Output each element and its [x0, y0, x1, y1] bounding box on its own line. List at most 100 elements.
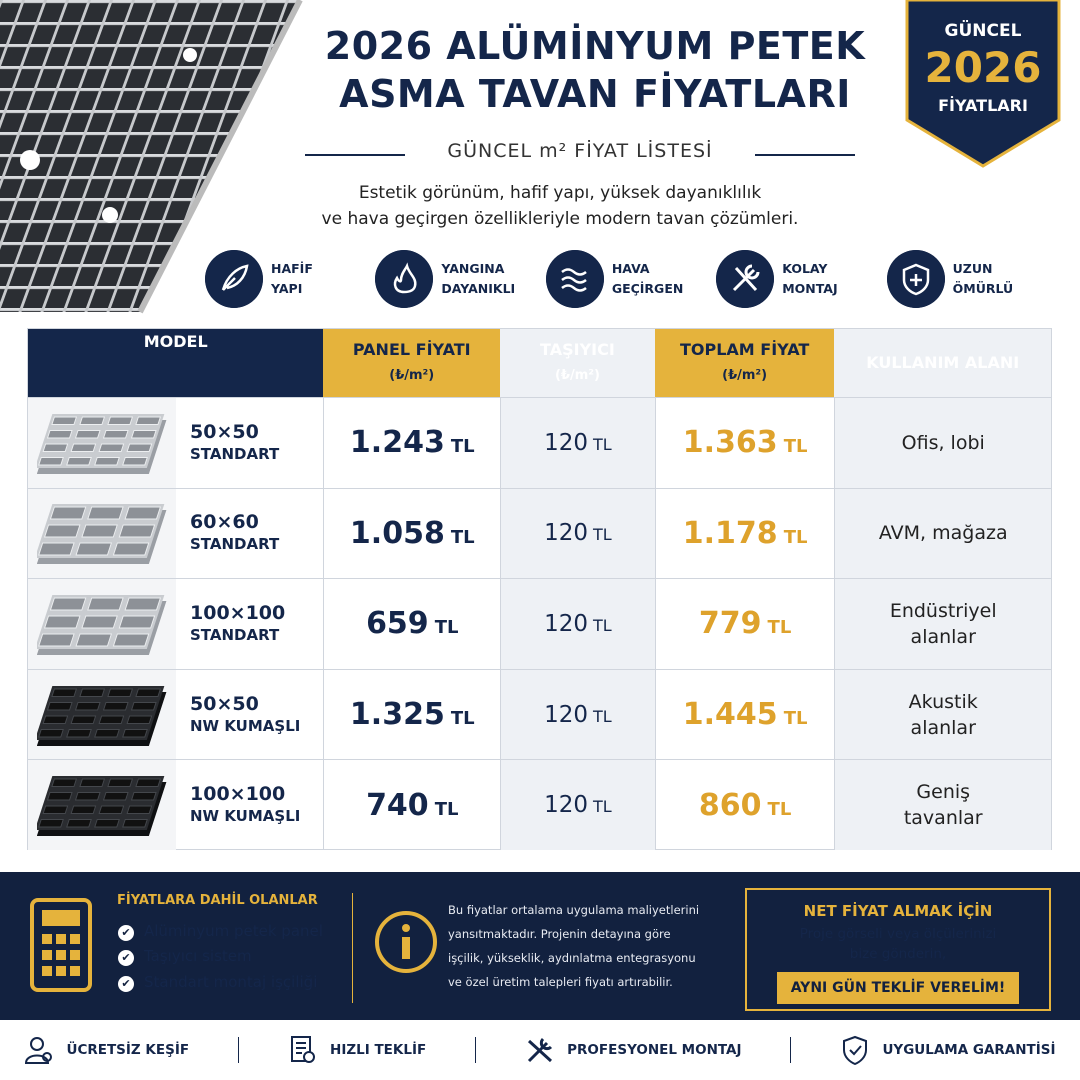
panel-price: 1.325 TL	[350, 697, 475, 732]
table-row: 60×60 STANDART 1.058 TL 120 TL 1.178 TL AVM, mağ…	[28, 487, 1052, 579]
feature: HAFİF YAPI	[205, 248, 353, 310]
header-title: MODEL	[143, 332, 208, 351]
feature: HAVA GEÇİRGEN	[545, 248, 694, 310]
note-line: ve özel üretim talepleri fiyatı artırabi…	[448, 975, 673, 989]
model-name: 100×100 NW KUMAŞLI	[190, 783, 300, 827]
model-cell: 60×60 STANDART	[28, 488, 323, 579]
usage-line: Akustik	[908, 690, 978, 713]
cta-line: Proje görseli veya ölçülerinizi	[799, 926, 997, 942]
panel-price-cell: 1.243 TL	[323, 398, 500, 488]
total-price: 1.445 TL	[683, 697, 808, 732]
panel-price: 1.058 TL	[350, 516, 475, 551]
panel-drawing	[37, 413, 167, 474]
carrier-price-cell: 120 TL	[500, 669, 655, 760]
total-price-unit: TL	[783, 436, 808, 458]
panel-image	[28, 488, 176, 579]
features: HAFİF YAPI YANGINA DAYANIKLI HAVA GEÇİRGEN KOL…	[205, 248, 1035, 310]
usage-line: alanlar	[910, 716, 976, 739]
panel-price-cell: 1.325 TL	[323, 669, 500, 760]
feature-line: YAPI	[271, 281, 303, 296]
total-price: 1.363 TL	[683, 425, 808, 460]
header-cell: KULLANIM ALANI	[834, 329, 1052, 397]
carrier-price-unit: TL	[593, 797, 612, 817]
total-price-amount: 1.445	[682, 697, 778, 733]
title: 2026 ALÜMİNYUM PETEK ASMA TAVAN FİYATLAR…	[300, 22, 890, 118]
model-size: 100×100	[190, 783, 286, 806]
panel-price: 1.243 TL	[350, 425, 475, 460]
model-cell: 100×100 STANDART	[28, 579, 323, 669]
usage-cell: Akustik alanlar	[834, 669, 1052, 760]
feature-text: HAVA GEÇİRGEN	[612, 259, 684, 299]
panel-price-unit: TL	[434, 798, 459, 820]
usage: Akustik alanlar	[909, 689, 978, 741]
usage-cell: AVM, mağaza	[834, 488, 1052, 579]
model-type: NW KUMAŞLI	[190, 716, 301, 735]
panel-price-cell: 659 TL	[323, 579, 500, 669]
model-type: STANDART	[190, 444, 280, 463]
panel-price-unit: TL	[450, 708, 475, 730]
title-line: 2026 ALÜMİNYUM PETEK	[324, 24, 866, 68]
service-label: HIZLI TEKLİF	[330, 1042, 427, 1058]
service-label: UYGULAMA GARANTİSİ	[882, 1042, 1056, 1058]
header-unit: (₺/m²)	[722, 368, 768, 383]
usage-line: Geniş	[916, 781, 971, 804]
feature-icon	[716, 250, 775, 308]
badge-bottom: FİYATLARI	[938, 96, 1028, 115]
note-line: yansıtmaktadır. Projenin detayına göre	[448, 927, 671, 941]
model-size: 50×50	[190, 692, 259, 715]
table-row: 50×50 NW KUMAŞLI 1.325 TL 120 TL 1.445 TL Akusti…	[28, 668, 1052, 760]
panel-image	[28, 398, 176, 488]
header-title: KULLANIM ALANI	[866, 353, 1020, 372]
feature-icon	[886, 250, 945, 308]
feature-line: YANGINA	[441, 261, 505, 276]
feature-icon	[545, 250, 604, 308]
feature: YANGINA DAYANIKLI	[375, 248, 523, 310]
carrier-price-cell: 120 TL	[500, 398, 655, 488]
calculator-icon	[30, 898, 92, 992]
total-price-cell: 1.445 TL	[654, 669, 835, 760]
header-title: TOPLAM FİYAT	[679, 340, 810, 359]
cta-line: bize gönderin,	[849, 946, 947, 962]
panel-image	[28, 579, 176, 669]
panel-image	[28, 760, 176, 850]
ceiling-photo	[0, 0, 303, 314]
service-icon	[291, 1036, 316, 1063]
carrier-price: 120 TL	[544, 520, 612, 546]
description: Estetik görünüm, hafif yapı, yüksek daya…	[240, 180, 880, 232]
usage: Geniş tavanlar	[904, 779, 983, 831]
carrier-price-amount: 120	[544, 701, 589, 728]
feature-line: GEÇİRGEN	[611, 281, 684, 296]
carrier-price-cell: 120 TL	[500, 579, 655, 669]
total-price-amount: 779	[698, 606, 762, 642]
panel-drawing	[37, 685, 167, 746]
header-cell: TAŞIYICI (₺/m²)	[500, 329, 655, 397]
feature-line: HAFİF	[271, 261, 313, 276]
panel-price-cell: 1.058 TL	[323, 488, 500, 579]
model-type: STANDART	[190, 625, 280, 644]
carrier-price-amount: 120	[544, 610, 589, 637]
model-size: 50×50	[190, 420, 259, 443]
feature-text: HAFİF YAPI	[271, 259, 313, 299]
usage-cell: Endüstriyel alanlar	[834, 579, 1052, 669]
included-item: Taşıyıcı sistem	[118, 947, 252, 966]
separator	[790, 1037, 792, 1063]
carrier-price: 120 TL	[544, 702, 612, 728]
carrier-price: 120 TL	[544, 611, 612, 637]
carrier-price-unit: TL	[593, 525, 612, 545]
panel-price-amount: 1.243	[349, 425, 445, 461]
total-price: 860 TL	[699, 788, 791, 823]
feature-icon	[205, 250, 263, 308]
total-price-unit: TL	[783, 526, 808, 548]
service: PROFESYONEL MONTAJ	[525, 1035, 742, 1065]
carrier-price-amount: 120	[544, 792, 589, 819]
header-cell: TOPLAM FİYAT (₺/m²)	[654, 329, 835, 397]
cta-button[interactable]: AYNI GÜN TEKLİF VERELİM!	[776, 972, 1020, 1004]
total-price-cell: 860 TL	[654, 760, 835, 850]
feature-line: HAVA	[611, 261, 650, 276]
cta-title: NET FİYAT ALMAK İÇİN	[803, 902, 993, 920]
feature-text: UZUN ÖMÜRLÜ	[953, 259, 1014, 299]
total-price-amount: 1.363	[682, 425, 778, 461]
header-row: MODEL PANEL FİYATI (₺/m²) TAŞIYICI (₺/m²) TOP…	[28, 329, 1052, 397]
info-icon	[375, 911, 437, 973]
